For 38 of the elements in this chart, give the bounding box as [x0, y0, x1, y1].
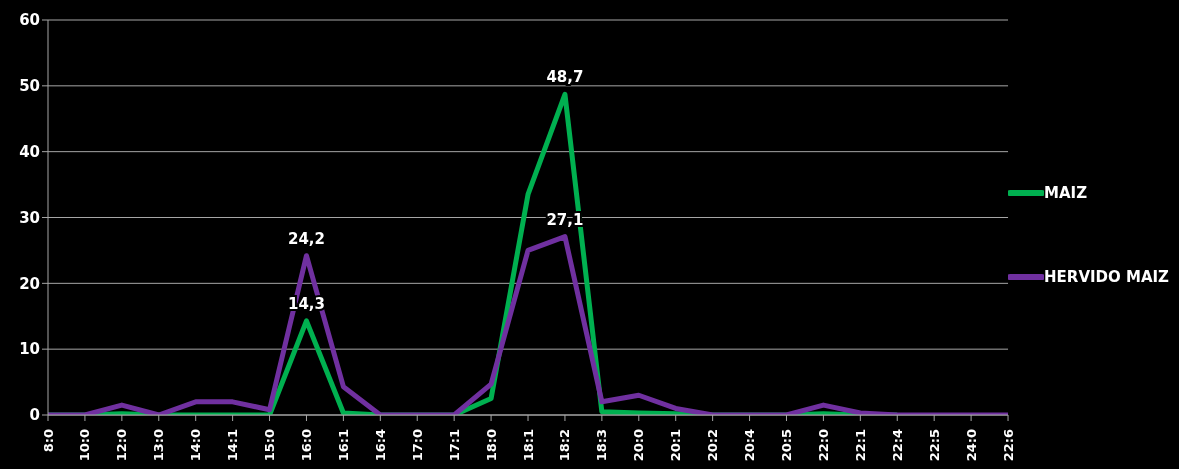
x-tick-label: 16:4	[372, 429, 388, 462]
y-tick-label: 0	[29, 406, 40, 425]
y-tick-label: 40	[19, 142, 40, 161]
x-tick-label: 10:0	[77, 429, 93, 462]
x-tick-label: 15:0	[262, 429, 278, 462]
y-tick-label: 30	[19, 208, 40, 227]
y-tick-label: 20	[19, 274, 40, 293]
y-tick-label: 50	[19, 77, 40, 96]
data-label: 24,2	[287, 229, 325, 248]
x-tick-label: 18:2	[557, 429, 573, 462]
x-tick-label: 20:4	[742, 429, 758, 462]
x-tick-label: 12:0	[114, 429, 130, 462]
x-tick-label: 20:1	[668, 429, 684, 462]
x-tick-label: 22:6	[1000, 429, 1016, 462]
data-label: 48,7	[546, 68, 584, 87]
x-tick-label: 17:1	[446, 429, 462, 462]
x-tick-label: 22:0	[815, 429, 831, 462]
x-tick-label: 16:0	[298, 429, 314, 462]
x-tick-label: 20:2	[705, 429, 721, 462]
x-tick-label: 14:1	[225, 429, 241, 462]
x-tick-label: 20:0	[631, 429, 647, 462]
y-tick-label: 10	[19, 340, 40, 359]
x-tick-label: 17:0	[409, 429, 425, 462]
x-tick-label: 20:5	[778, 429, 794, 462]
x-tick-label: 22:5	[926, 429, 942, 462]
x-tick-label: 18:1	[520, 429, 536, 462]
y-tick-label: 60	[19, 11, 40, 30]
x-tick-label: 13:0	[151, 429, 167, 462]
x-tick-label: 24:0	[963, 429, 979, 462]
x-tick-label: 22:1	[852, 429, 868, 462]
legend-label: MAIZ	[1044, 183, 1088, 202]
x-tick-label: 14:0	[188, 429, 204, 462]
x-tick-label: 16:1	[335, 429, 351, 462]
x-tick-label: 22:4	[889, 429, 905, 462]
x-tick-label: 18:3	[594, 429, 610, 462]
x-tick-label: 8:0	[40, 429, 56, 453]
legend-label: HERVIDO MAIZ	[1044, 267, 1169, 286]
x-tick-label: 18:0	[483, 429, 499, 462]
